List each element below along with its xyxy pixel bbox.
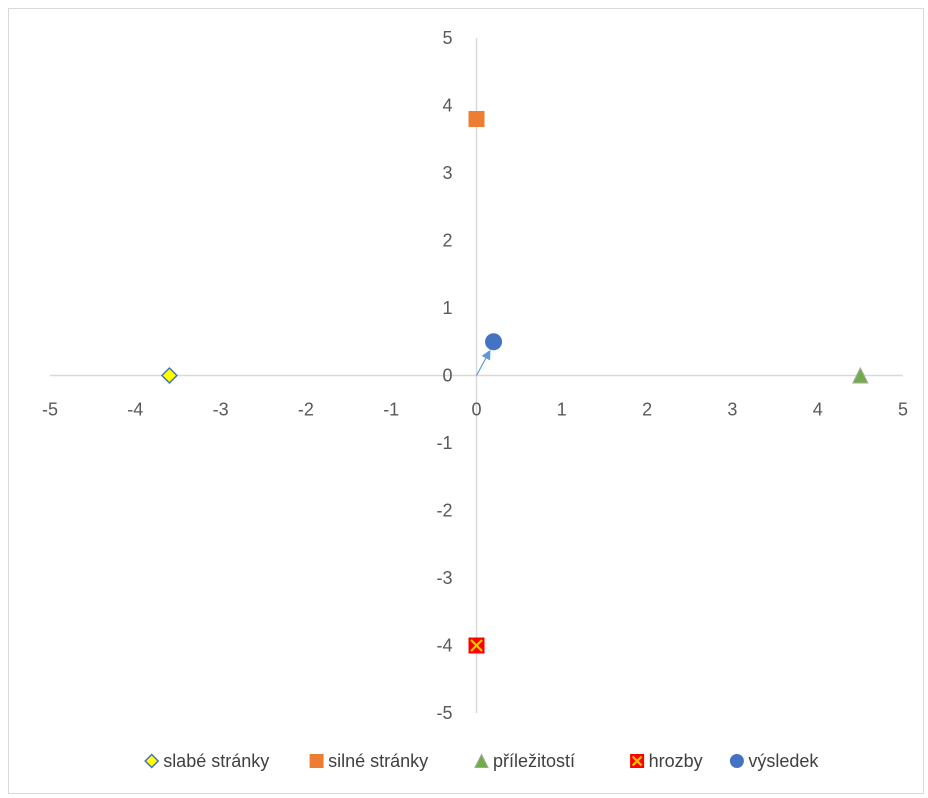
y-tick-label: 0 xyxy=(442,366,452,386)
x-tick-label: 1 xyxy=(557,400,567,420)
data-point-series-3 xyxy=(852,366,869,384)
x-tick-label: -3 xyxy=(213,400,229,420)
y-tick-label: -1 xyxy=(436,433,452,453)
legend-label-3: příležitostí xyxy=(493,751,575,771)
x-tick-label: 0 xyxy=(471,400,481,420)
y-tick-label: -4 xyxy=(436,636,452,656)
x-tick-label: 4 xyxy=(813,400,823,420)
x-tick-label: -2 xyxy=(298,400,314,420)
chart-area xyxy=(8,8,924,794)
legend-marker-4-x xyxy=(631,755,643,767)
legend-marker-3 xyxy=(474,753,489,768)
data-point-series-4-x xyxy=(470,639,483,652)
legend-marker-5 xyxy=(729,754,744,768)
x-tick-label: 5 xyxy=(898,400,908,420)
y-tick-label: 3 xyxy=(442,163,452,183)
legend-marker-1 xyxy=(144,753,160,769)
y-tick-label: -3 xyxy=(436,568,452,588)
data-point-series-1 xyxy=(160,366,178,385)
legend-label-1: slabé stránky xyxy=(163,751,269,771)
legend-label-4: hrozby xyxy=(649,751,703,771)
x-tick-label: -1 xyxy=(383,400,399,420)
x-tick-label: 3 xyxy=(727,400,737,420)
data-point-series-5 xyxy=(485,333,503,351)
y-tick-label: 5 xyxy=(442,28,452,48)
y-tick-label: 4 xyxy=(442,96,452,116)
data-point-series-2 xyxy=(468,111,485,127)
legend-marker-2 xyxy=(309,754,324,768)
x-tick-label: -5 xyxy=(42,400,58,420)
x-tick-label: 2 xyxy=(642,400,652,420)
result-arrow xyxy=(475,349,491,376)
y-tick-label: 2 xyxy=(442,231,452,251)
legend-label-2: silné stránky xyxy=(328,751,428,771)
x-tick-label: -4 xyxy=(127,400,143,420)
y-tick-label: -2 xyxy=(436,501,452,521)
legend-label-5: výsledek xyxy=(748,751,819,771)
y-tick-label: 1 xyxy=(442,298,452,318)
y-tick-label: -5 xyxy=(436,703,452,723)
